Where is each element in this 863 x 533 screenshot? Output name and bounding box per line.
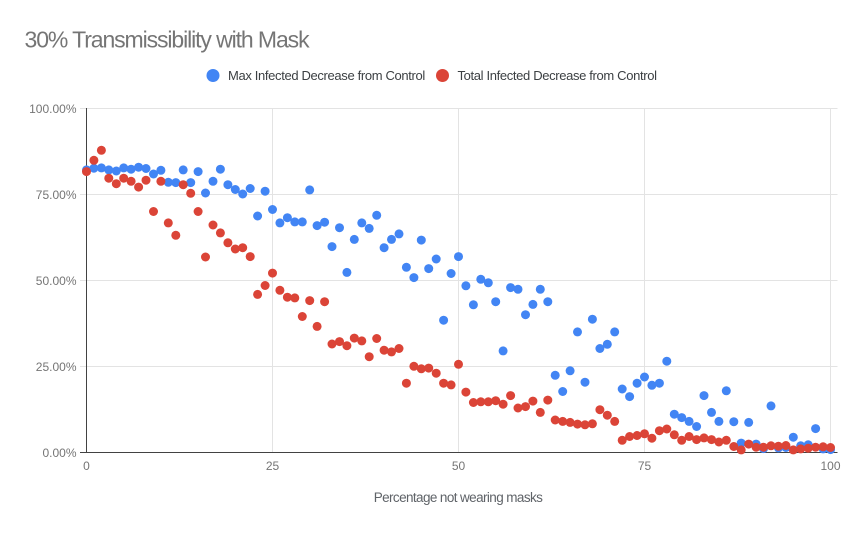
svg-text:75: 75 [638, 459, 652, 473]
svg-text:75.00%: 75.00% [36, 188, 77, 202]
svg-text:Total Infected Decrease from C: Total Infected Decrease from Control [458, 68, 658, 83]
svg-text:100.00%: 100.00% [29, 102, 77, 116]
svg-text:50: 50 [452, 459, 466, 473]
svg-text:25.00%: 25.00% [36, 360, 77, 374]
svg-text:0: 0 [83, 459, 90, 473]
svg-text:Percentage not wearing masks: Percentage not wearing masks [374, 490, 543, 505]
svg-text:50.00%: 50.00% [36, 274, 77, 288]
svg-text:100: 100 [820, 459, 840, 473]
svg-text:30% Transmissibility with Mask: 30% Transmissibility with Mask [25, 27, 311, 53]
svg-text:25: 25 [266, 459, 280, 473]
svg-text:Max Infected Decrease from Con: Max Infected Decrease from Control [228, 68, 425, 83]
svg-text:0.00%: 0.00% [42, 446, 76, 460]
